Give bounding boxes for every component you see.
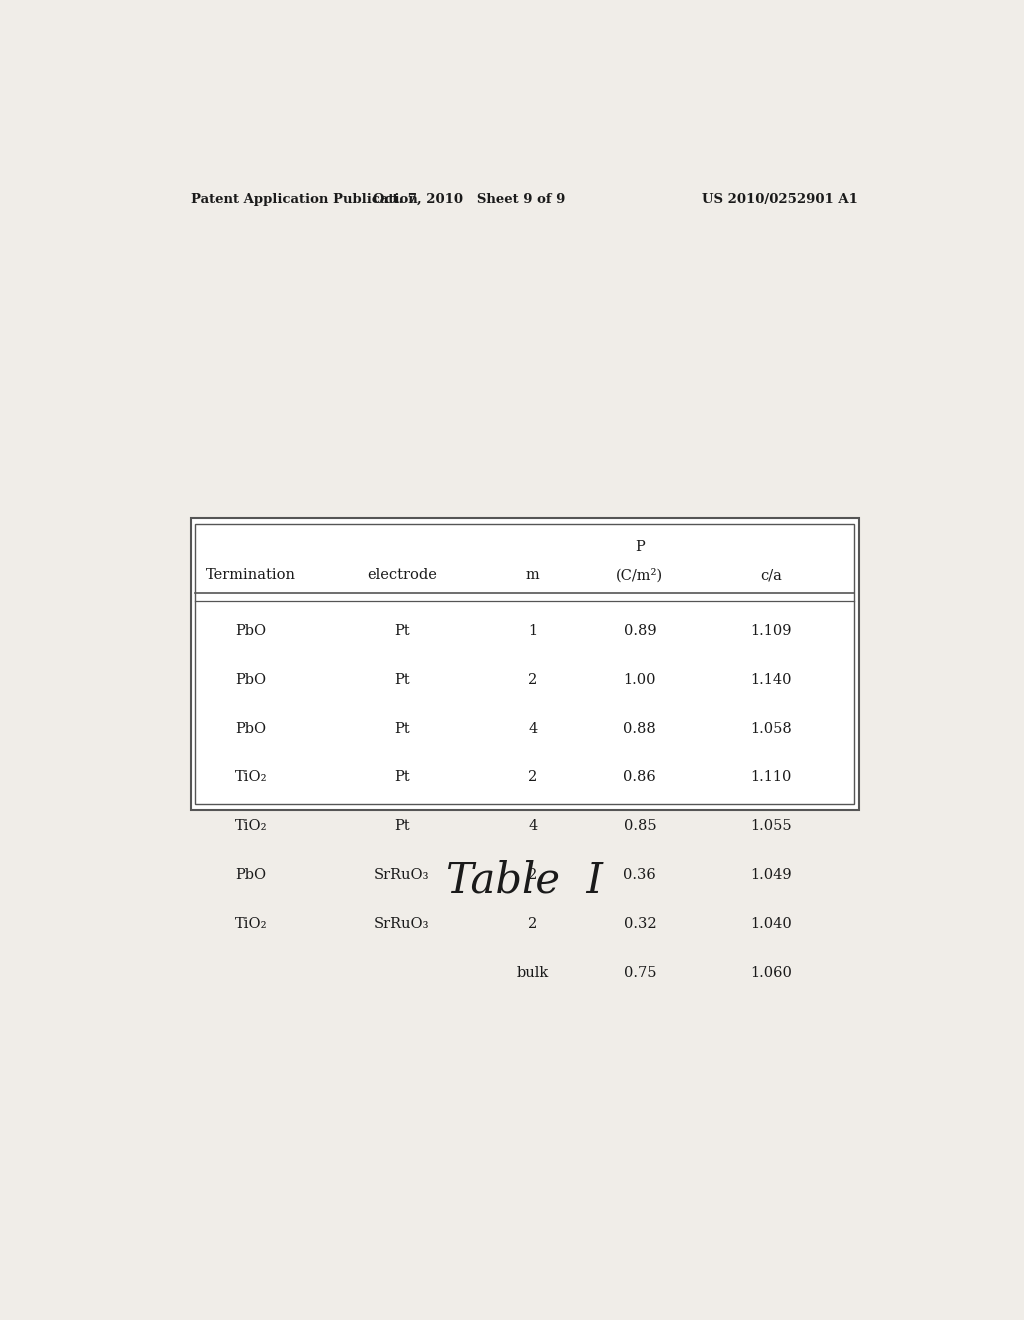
Text: Pt: Pt	[394, 722, 410, 735]
Text: 2: 2	[528, 869, 538, 882]
Text: SrRuO₃: SrRuO₃	[374, 917, 429, 931]
Text: (C/m²): (C/m²)	[616, 568, 664, 582]
Text: TiO₂: TiO₂	[234, 820, 267, 833]
Text: bulk: bulk	[517, 965, 549, 979]
Text: PbO: PbO	[236, 624, 266, 638]
Text: m: m	[526, 568, 540, 582]
Text: 1.110: 1.110	[751, 771, 792, 784]
Text: PbO: PbO	[236, 673, 266, 686]
Text: 0.86: 0.86	[624, 771, 656, 784]
Text: Pt: Pt	[394, 624, 410, 638]
Text: PbO: PbO	[236, 722, 266, 735]
Text: 4: 4	[528, 722, 538, 735]
Text: 0.88: 0.88	[624, 722, 656, 735]
Text: US 2010/0252901 A1: US 2010/0252901 A1	[702, 193, 858, 206]
Text: Table  I: Table I	[446, 859, 603, 902]
Bar	[196, 524, 854, 804]
Text: Pt: Pt	[394, 673, 410, 686]
Text: 1.140: 1.140	[750, 673, 792, 686]
Text: TiO₂: TiO₂	[234, 917, 267, 931]
Text: 1.058: 1.058	[750, 722, 792, 735]
Text: SrRuO₃: SrRuO₃	[374, 869, 429, 882]
Text: 1.049: 1.049	[750, 869, 792, 882]
Text: 1: 1	[528, 624, 538, 638]
Text: 0.85: 0.85	[624, 820, 656, 833]
Text: 2: 2	[528, 771, 538, 784]
Text: 4: 4	[528, 820, 538, 833]
Text: 0.89: 0.89	[624, 624, 656, 638]
Text: Oct. 7, 2010   Sheet 9 of 9: Oct. 7, 2010 Sheet 9 of 9	[373, 193, 565, 206]
Text: P: P	[635, 540, 645, 553]
Text: Pt: Pt	[394, 771, 410, 784]
Text: Termination: Termination	[206, 568, 296, 582]
Text: Patent Application Publication: Patent Application Publication	[191, 193, 418, 206]
Text: 1.055: 1.055	[750, 820, 792, 833]
Text: TiO₂: TiO₂	[234, 771, 267, 784]
Text: 0.32: 0.32	[624, 917, 656, 931]
Text: 1.00: 1.00	[624, 673, 656, 686]
Text: 1.109: 1.109	[750, 624, 792, 638]
Text: 0.36: 0.36	[624, 869, 656, 882]
Text: PbO: PbO	[236, 869, 266, 882]
Text: Pt: Pt	[394, 820, 410, 833]
Text: electrode: electrode	[367, 568, 436, 582]
Text: c/a: c/a	[760, 568, 781, 582]
Text: 2: 2	[528, 673, 538, 686]
Text: 1.040: 1.040	[750, 917, 792, 931]
Bar	[190, 519, 859, 810]
Text: 0.75: 0.75	[624, 965, 656, 979]
Text: 1.060: 1.060	[750, 965, 792, 979]
Text: 2: 2	[528, 917, 538, 931]
